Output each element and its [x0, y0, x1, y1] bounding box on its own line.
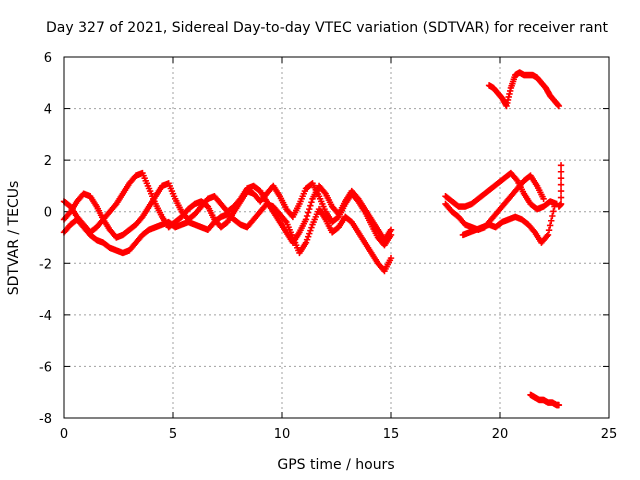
- data-point: [304, 233, 312, 240]
- data-point: [557, 181, 565, 188]
- series-trace-8: [527, 391, 563, 409]
- data-point: [306, 230, 313, 237]
- x-tick-labels: 0 5 10 15 20 25: [60, 427, 617, 442]
- data-point: [557, 162, 565, 169]
- data-point: [550, 208, 557, 215]
- data-point: [557, 187, 565, 195]
- data-point: [557, 194, 565, 201]
- data-points: [60, 69, 565, 409]
- series-trace-7: [485, 69, 563, 110]
- data-point: [387, 254, 395, 262]
- y-tick-label: 2: [44, 154, 52, 169]
- data-point: [306, 205, 313, 213]
- x-tick-label: 5: [169, 427, 177, 442]
- x-tick-label: 20: [492, 427, 509, 442]
- data-point: [540, 195, 547, 203]
- data-point: [307, 202, 314, 209]
- x-tick-label: 0: [60, 427, 68, 442]
- axis-ticks: [63, 56, 610, 419]
- data-point: [546, 222, 554, 229]
- x-tick-label: 10: [274, 427, 291, 442]
- y-tick-label: 4: [44, 103, 52, 118]
- data-point: [555, 102, 563, 110]
- data-point: [321, 189, 328, 196]
- y-tick-label: 0: [44, 206, 52, 221]
- data-point: [557, 200, 565, 208]
- y-tick-label: -8: [39, 412, 52, 427]
- data-point: [387, 226, 395, 233]
- data-point: [282, 217, 289, 224]
- data-point: [544, 231, 552, 239]
- y-axis-label: SDTVAR / TECUs: [6, 181, 22, 296]
- y-tick-labels: -8 -6 -4 -2 0 2 4 6: [39, 51, 52, 427]
- data-point: [555, 401, 563, 409]
- data-point: [557, 174, 565, 182]
- series-trace-4: [442, 169, 560, 213]
- data-point: [308, 224, 315, 231]
- series-trace-9: [555, 162, 565, 210]
- y-tick-label: -2: [39, 257, 52, 272]
- data-point: [557, 168, 565, 175]
- y-tick-label: 6: [44, 51, 52, 66]
- data-point: [548, 217, 555, 224]
- data-point: [513, 176, 520, 183]
- data-point: [307, 227, 314, 234]
- data-point: [302, 239, 310, 246]
- data-point: [304, 209, 312, 216]
- y-tick-label: -6: [39, 360, 52, 375]
- data-point: [308, 199, 315, 206]
- data-point: [543, 233, 551, 240]
- plot-frame: [63, 56, 610, 419]
- data-point: [302, 216, 310, 223]
- x-tick-label: 25: [601, 427, 618, 442]
- data-point: [549, 212, 556, 220]
- data-point: [303, 212, 311, 220]
- chart-title: Day 327 of 2021, Sidereal Day-to-day VTE…: [46, 20, 608, 36]
- grid: [64, 57, 609, 418]
- data-point: [303, 236, 311, 243]
- y-tick-label: -4: [39, 309, 52, 324]
- series-trace-6: [459, 203, 558, 246]
- x-axis-label: GPS time / hours: [277, 457, 394, 473]
- series-trace-3: [60, 180, 395, 246]
- data-point: [545, 226, 553, 234]
- x-tick-label: 15: [383, 427, 400, 442]
